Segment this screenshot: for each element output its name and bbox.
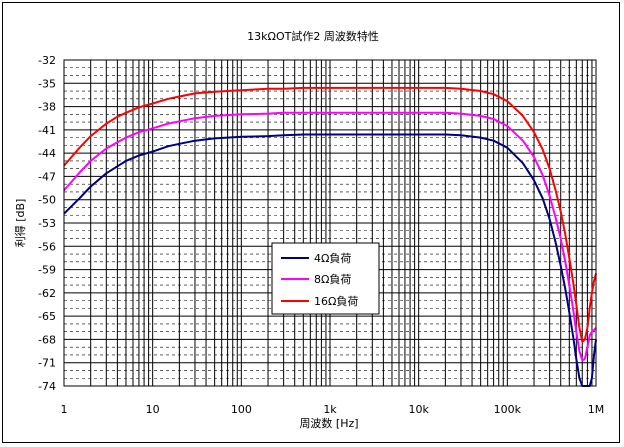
legend-label-4ohm: 4Ω負荷 xyxy=(314,252,351,265)
frequency-response-chart: 13kΩOT試作2 周波数特性 -32 -35 -38 -41 -44 -47 -50 -53… xyxy=(14,29,605,430)
y-tick-label: -68 xyxy=(38,333,56,346)
y-tick-label: -50 xyxy=(38,194,56,207)
y-tick-label: -35 xyxy=(38,77,56,90)
x-tick-label: 1M xyxy=(588,403,605,416)
y-tick-labels: -32 -35 -38 -41 -44 -47 -50 -53 -56 -59 -62 -65 -68 -… xyxy=(38,54,56,393)
series-line-2 xyxy=(63,86,597,343)
series-line-1 xyxy=(63,111,597,362)
y-tick-label: -32 xyxy=(38,54,56,67)
series-line-0 xyxy=(63,133,597,387)
y-tick-label: -44 xyxy=(38,147,56,160)
chart-area: 13kΩOT試作2 周波数特性 -32 -35 -38 -41 -44 -47 -50 -53… xyxy=(2,2,620,443)
y-tick-label: -38 xyxy=(38,101,56,114)
x-tick-label: 10 xyxy=(146,403,160,416)
x-tick-label: 100k xyxy=(494,403,522,416)
series-lines xyxy=(63,86,597,387)
legend-label-16ohm: 16Ω負荷 xyxy=(314,295,358,308)
y-tick-label: -59 xyxy=(38,264,56,277)
y-tick-label: -56 xyxy=(38,240,56,253)
x-tick-labels: 1 10 100 1k 10k 100k 1M xyxy=(61,403,605,416)
y-tick-label: -53 xyxy=(38,217,56,230)
legend: 4Ω負荷 8Ω負荷 16Ω負荷 xyxy=(271,242,380,315)
chart-title: 13kΩOT試作2 周波数特性 xyxy=(247,29,379,43)
y-tick-label: -71 xyxy=(38,357,56,370)
x-tick-label: 100 xyxy=(231,403,252,416)
legend-label-8ohm: 8Ω負荷 xyxy=(314,273,351,286)
plot-border xyxy=(63,59,597,387)
x-axis-label: 周波数 [Hz] xyxy=(299,417,358,430)
y-axis-label: 利得 [dB] xyxy=(14,199,27,248)
y-tick-label: -65 xyxy=(38,310,56,323)
x-tick-label: 1 xyxy=(61,403,68,416)
x-tick-label: 1k xyxy=(323,403,337,416)
y-tick-label: -41 xyxy=(38,124,56,137)
legend-box xyxy=(271,242,380,315)
y-tick-label: -47 xyxy=(38,170,56,183)
y-tick-label: -62 xyxy=(38,287,56,300)
y-tick-label: -74 xyxy=(38,380,56,393)
x-tick-label: 10k xyxy=(408,403,429,416)
